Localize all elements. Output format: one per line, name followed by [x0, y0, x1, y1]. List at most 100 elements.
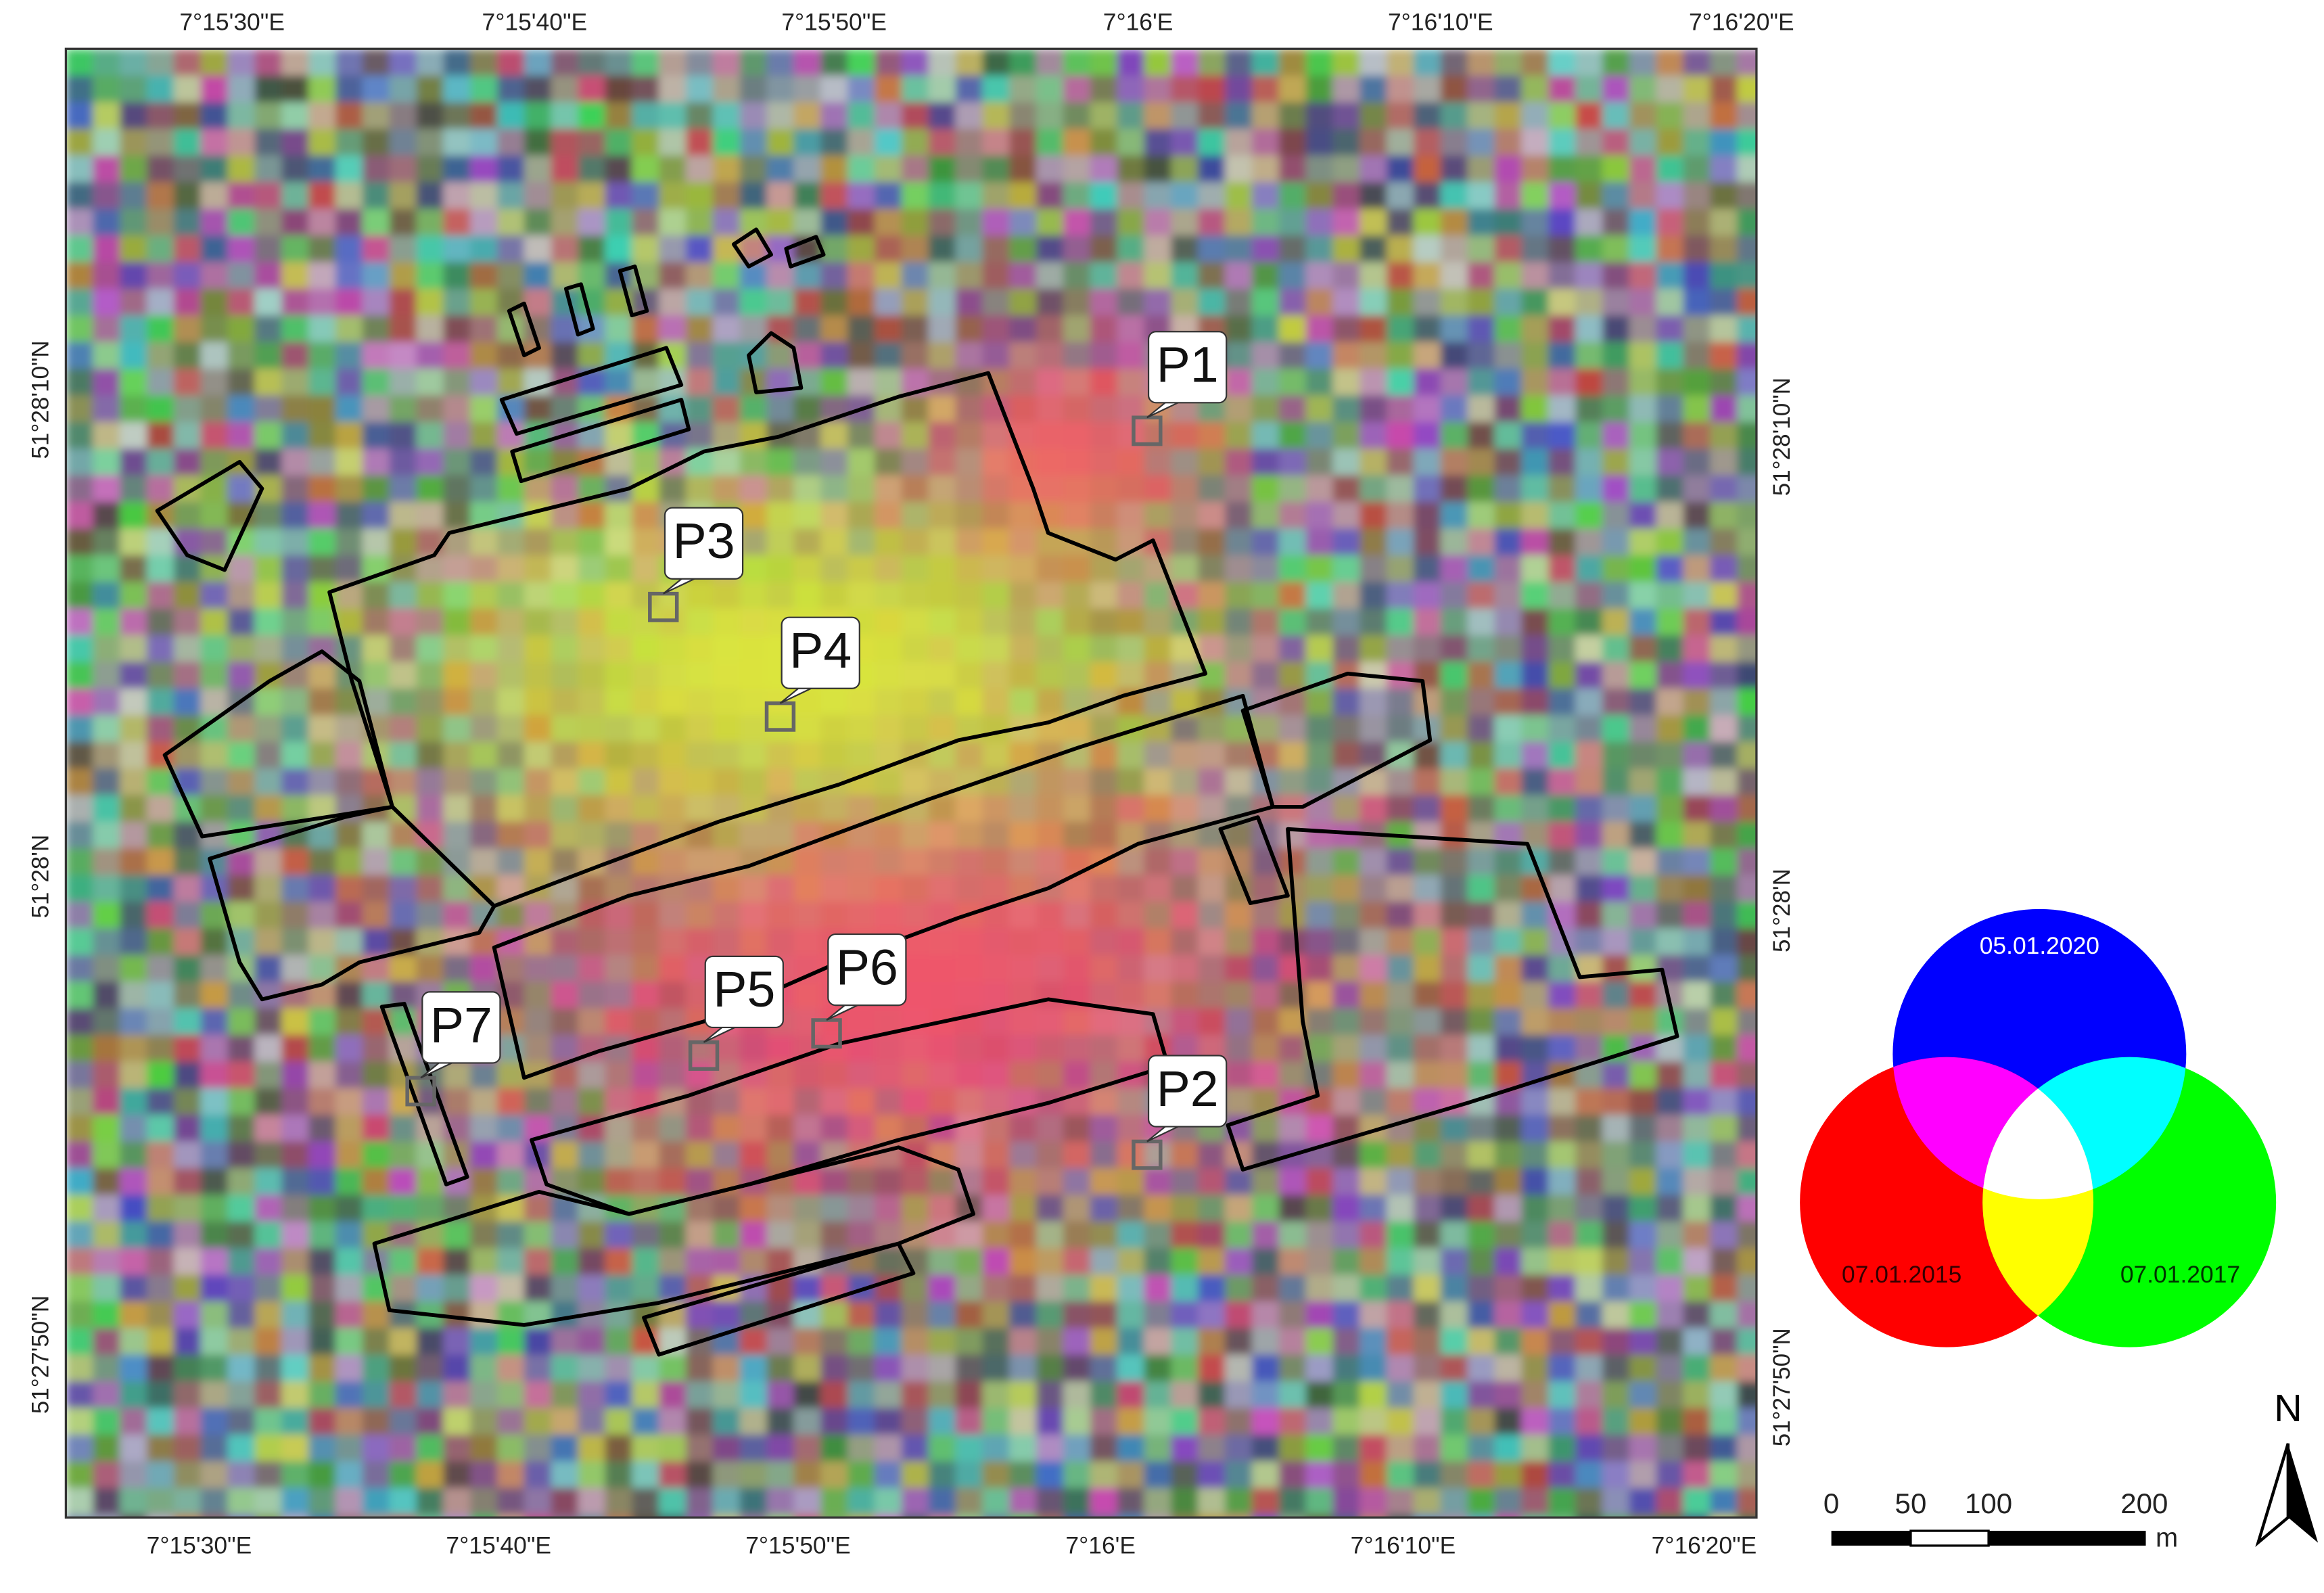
raster-pixel: [685, 848, 715, 877]
building: [731, 227, 774, 269]
raster-pixel: [227, 235, 256, 264]
raster-pixel: [901, 421, 930, 451]
raster-pixel: [254, 688, 283, 717]
raster-pixel: [524, 49, 553, 77]
raster-pixel: [120, 288, 149, 317]
raster-pixel: [578, 741, 607, 770]
raster-pixel: [1278, 1381, 1307, 1410]
raster-pixel: [955, 288, 984, 317]
raster-pixel: [1575, 1008, 1604, 1037]
raster-pixel: [470, 821, 499, 850]
raster-pixel: [173, 102, 202, 131]
raster-pixel: [955, 49, 984, 77]
raster-pixel: [443, 315, 472, 344]
raster-pixel: [1144, 288, 1173, 317]
raster-pixel: [362, 395, 391, 423]
raster-pixel: [1494, 448, 1523, 477]
raster-pixel: [1144, 1301, 1173, 1330]
raster-pixel: [1440, 129, 1469, 157]
raster-pixel: [1171, 1274, 1200, 1303]
raster-pixel: [1737, 1434, 1757, 1463]
raster-pixel: [335, 448, 364, 477]
raster-pixel: [605, 1381, 634, 1410]
raster-pixel: [1683, 608, 1712, 637]
bottom-tick-label: 7°15'30"E: [147, 1533, 252, 1559]
raster-pixel: [524, 821, 553, 850]
raster-pixel: [1305, 848, 1334, 877]
raster-pixel: [1710, 608, 1739, 637]
raster-pixel: [1198, 582, 1227, 610]
raster-pixel: [874, 75, 903, 104]
raster-pixel: [1332, 1034, 1362, 1063]
raster-pixel: [1467, 662, 1496, 690]
raster-pixel: [335, 741, 364, 770]
raster-pixel: [1683, 1141, 1712, 1170]
raster-pixel: [901, 288, 930, 317]
raster-pixel: [847, 182, 877, 210]
raster-pixel: [632, 768, 661, 797]
raster-pixel: [1305, 368, 1334, 397]
raster-pixel: [605, 1408, 634, 1437]
raster-pixel: [66, 1221, 95, 1250]
raster-pixel: [1278, 1487, 1307, 1517]
raster-pixel: [1629, 741, 1658, 770]
raster-pixel: [443, 75, 472, 104]
raster-pixel: [874, 1461, 903, 1490]
raster-pixel: [1063, 182, 1092, 210]
raster-pixel: [1144, 448, 1173, 477]
raster-pixel: [1413, 768, 1443, 797]
raster-pixel: [146, 1115, 176, 1143]
raster-pixel: [1737, 155, 1757, 184]
raster-pixel: [1278, 262, 1307, 290]
raster-pixel: [1656, 182, 1685, 210]
raster-pixel: [146, 1461, 176, 1490]
raster-pixel: [1683, 208, 1712, 237]
raster-pixel: [1710, 182, 1739, 210]
raster-pixel: [1440, 715, 1469, 743]
raster-pixel: [1737, 1008, 1757, 1037]
raster-pixel: [1009, 1141, 1038, 1170]
raster-pixel: [120, 102, 149, 131]
raster-pixel: [1467, 448, 1496, 477]
raster-pixel: [497, 741, 526, 770]
raster-pixel: [1737, 1274, 1757, 1303]
raster-pixel: [1494, 395, 1523, 423]
raster-pixel: [93, 982, 122, 1010]
top-tick-label: 7°15'40"E: [482, 9, 588, 35]
raster-pixel: [685, 1381, 715, 1410]
raster-pixel: [1009, 368, 1038, 397]
raster-pixel: [1710, 821, 1739, 850]
raster-pixel: [335, 1274, 364, 1303]
raster-pixel: [1198, 715, 1227, 743]
raster-pixel: [685, 49, 715, 77]
raster-pixel: [1413, 875, 1443, 904]
raster-pixel: [847, 75, 877, 104]
right-tick-label: 51°27'50"N: [1769, 1328, 1795, 1446]
raster-pixel: [1036, 1034, 1065, 1063]
raster-pixel: [93, 1168, 122, 1197]
raster-pixel: [632, 1408, 661, 1437]
raster-pixel: [955, 954, 984, 984]
raster-pixel: [632, 795, 661, 823]
raster-pixel: [1171, 1408, 1200, 1437]
raster-pixel: [1440, 848, 1469, 877]
raster-pixel: [1548, 1221, 1577, 1250]
raster-pixel: [1737, 49, 1757, 77]
raster-pixel: [901, 1487, 930, 1517]
raster-pixel: [1629, 1434, 1658, 1463]
raster-pixel: [227, 1061, 256, 1090]
raster-pixel: [578, 182, 607, 210]
raster-pixel: [1144, 741, 1173, 770]
raster-pixel: [1063, 208, 1092, 237]
raster-pixel: [389, 1248, 418, 1276]
raster-pixel: [1467, 368, 1496, 397]
raster-pixel: [1683, 1328, 1712, 1356]
raster-pixel: [1737, 102, 1757, 131]
raster-pixel: [578, 634, 607, 664]
raster-pixel: [1710, 875, 1739, 904]
north-arrow: N: [2255, 1387, 2319, 1548]
raster-pixel: [1224, 1434, 1254, 1463]
raster-pixel: [1063, 1461, 1092, 1490]
raster-pixel: [578, 1408, 607, 1437]
raster-pixel: [1332, 1381, 1362, 1410]
